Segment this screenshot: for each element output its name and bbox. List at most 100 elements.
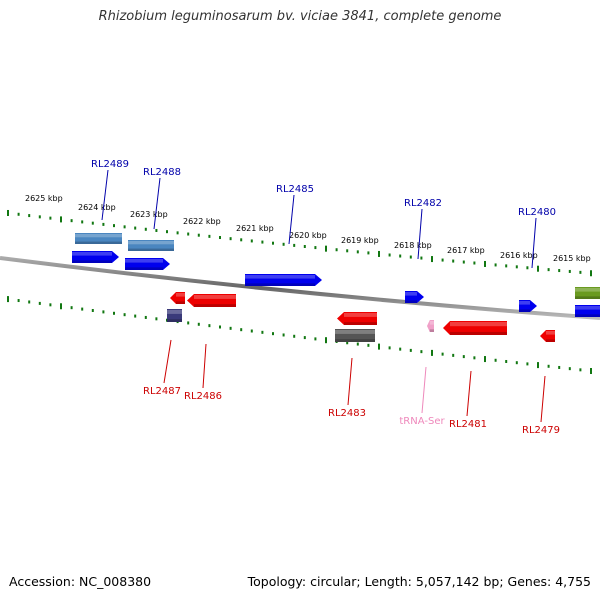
outer-tick <box>346 249 349 253</box>
outer-tick <box>494 263 497 267</box>
genome-summary: Topology: circular; Length: 5,057,142 bp… <box>247 574 591 589</box>
outer-tick <box>590 270 592 277</box>
scale-label: 2619 kbp <box>341 236 379 245</box>
inner-tick <box>590 368 592 375</box>
outer-tick <box>229 237 232 241</box>
outer-tick <box>303 244 306 248</box>
gene-label[interactable]: RL2479 <box>522 425 560 436</box>
inner-tick <box>325 337 327 344</box>
inner-tick <box>346 341 349 345</box>
outer-tick <box>441 258 444 262</box>
outer-tick <box>81 220 84 224</box>
inner-tick <box>70 306 73 310</box>
inner-tick <box>250 329 253 333</box>
scale-label: 2618 kbp <box>394 241 432 250</box>
inner-tick <box>38 301 41 305</box>
outer-tick <box>197 233 200 237</box>
gene-features <box>72 233 600 342</box>
inner-tick <box>431 349 433 356</box>
outer-tick <box>7 209 9 216</box>
gene-arrow[interactable] <box>427 320 434 332</box>
inner-tick <box>484 356 486 363</box>
outer-tick <box>547 268 550 272</box>
outer-tick <box>558 269 561 273</box>
scale-label: 2625 kbp <box>25 194 63 203</box>
outer-tick <box>568 269 571 273</box>
gene-arrow[interactable] <box>245 274 322 286</box>
gene-label[interactable]: RL2481 <box>449 419 487 430</box>
gene-arrow[interactable] <box>443 321 507 335</box>
leader-line <box>101 169 109 221</box>
outer-tick <box>505 264 508 268</box>
inner-tick <box>261 330 264 334</box>
gene-arrow[interactable] <box>72 251 119 263</box>
leader-line <box>466 370 472 417</box>
scale-label: 2615 kbp <box>553 254 591 263</box>
gene-arrow[interactable] <box>519 300 537 312</box>
gene-arrow[interactable] <box>187 294 236 307</box>
gene-arrow[interactable] <box>335 329 375 342</box>
gene-label[interactable]: RL2485 <box>276 184 314 195</box>
gene-label[interactable]: RL2486 <box>184 391 222 402</box>
inner-tick <box>282 333 285 337</box>
scale-labels: 2625 kbp 2624 kbp 2623 kbp 2622 kbp 2621 kbp… <box>25 194 591 263</box>
inner-scale-ticks <box>7 296 592 375</box>
gene-arrow[interactable] <box>167 309 182 322</box>
inner-tick <box>28 300 31 304</box>
gene-label[interactable]: RL2480 <box>518 207 556 218</box>
inner-tick <box>60 303 62 310</box>
outer-tick <box>240 238 243 242</box>
inner-tick <box>240 328 243 332</box>
inner-tick <box>17 299 20 303</box>
inner-tick <box>399 347 402 351</box>
genome-backbone <box>0 256 600 320</box>
gene-label[interactable]: RL2489 <box>91 159 129 170</box>
gene-label[interactable]: tRNA-Ser <box>399 416 445 427</box>
leader-line <box>163 339 172 384</box>
inner-tick <box>123 313 126 317</box>
gene-arrow[interactable] <box>125 258 170 270</box>
inner-tick <box>303 336 306 340</box>
inner-tick <box>187 321 190 325</box>
gene-arrow[interactable] <box>75 233 122 244</box>
outer-tick <box>526 266 529 270</box>
accession-label: Accession: NC_008380 <box>9 574 152 589</box>
outer-tick <box>70 219 73 223</box>
leader-line <box>347 357 353 406</box>
label-leaders <box>101 169 546 423</box>
outer-tick <box>219 236 221 240</box>
outer-tick <box>462 260 465 264</box>
gene-label[interactable]: RL2483 <box>328 408 366 419</box>
outer-tick <box>38 215 41 219</box>
outer-tick <box>399 254 402 258</box>
gene-arrow[interactable] <box>575 287 600 299</box>
outer-tick <box>187 232 190 236</box>
gene-arrow[interactable] <box>575 305 600 317</box>
inner-tick <box>378 343 380 350</box>
outer-tick <box>388 253 391 257</box>
gene-arrow[interactable] <box>540 330 555 342</box>
gene-label[interactable]: RL2487 <box>143 386 181 397</box>
scale-label: 2617 kbp <box>447 246 485 255</box>
scale-label: 2616 kbp <box>500 251 538 260</box>
outer-tick <box>91 221 94 225</box>
inner-tick <box>272 332 274 336</box>
outer-tick <box>452 259 455 263</box>
gene-arrow[interactable] <box>337 312 377 325</box>
inner-tick <box>81 307 84 311</box>
gene-label[interactable]: RL2482 <box>404 198 442 209</box>
gene-label[interactable]: RL2488 <box>143 167 181 178</box>
gene-arrow[interactable] <box>128 240 174 251</box>
inner-tick <box>568 367 571 371</box>
outer-tick <box>166 230 168 234</box>
inner-tick <box>7 296 9 303</box>
gene-arrow[interactable] <box>405 291 424 303</box>
outer-tick <box>378 250 380 257</box>
outer-tick <box>473 261 476 265</box>
outer-tick <box>102 222 105 226</box>
inner-tick <box>579 368 582 372</box>
outer-tick <box>314 246 317 250</box>
gene-arrow[interactable] <box>170 292 185 304</box>
inner-tick <box>473 356 476 360</box>
